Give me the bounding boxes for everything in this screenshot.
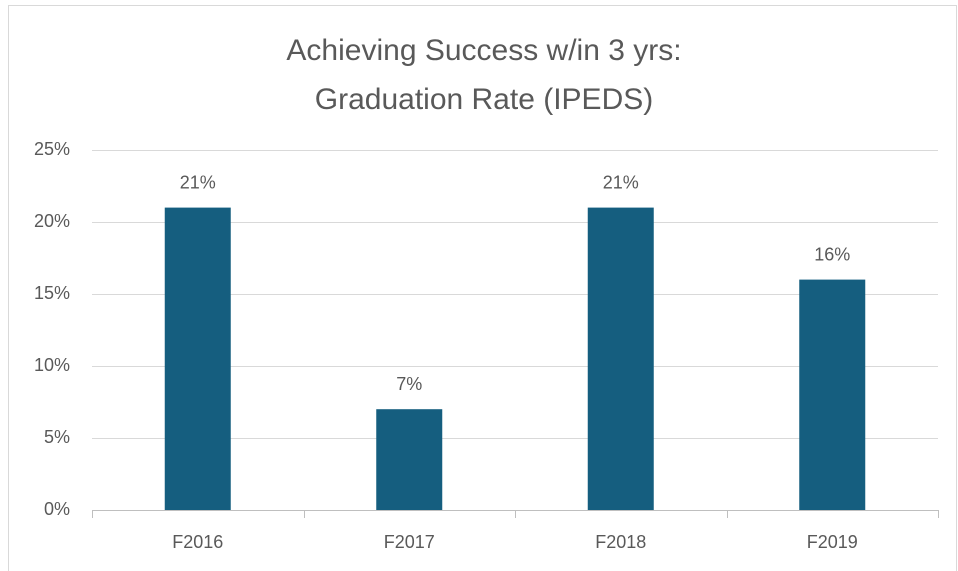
bar	[376, 409, 443, 510]
x-tick-label: F2018	[595, 532, 646, 552]
y-tick-label: 5%	[44, 427, 70, 447]
chart-title: Achieving Success w/in 3 yrs:	[286, 34, 681, 67]
data-label: 21%	[180, 172, 216, 192]
x-tick-label: F2019	[807, 532, 858, 552]
y-tick-label: 10%	[34, 355, 70, 375]
chart-title: Graduation Rate (IPEDS)	[315, 83, 653, 116]
y-tick-label: 0%	[44, 499, 70, 519]
bar	[164, 207, 231, 510]
bar	[587, 207, 654, 510]
x-tick-label: F2017	[384, 532, 435, 552]
y-tick-label: 15%	[34, 283, 70, 303]
x-tick-label: F2016	[172, 532, 223, 552]
data-label: 16%	[814, 244, 850, 264]
y-tick-label: 25%	[34, 139, 70, 159]
bar	[799, 279, 866, 510]
data-label: 7%	[396, 374, 422, 394]
y-tick-label: 20%	[34, 211, 70, 231]
data-label: 21%	[603, 172, 639, 192]
